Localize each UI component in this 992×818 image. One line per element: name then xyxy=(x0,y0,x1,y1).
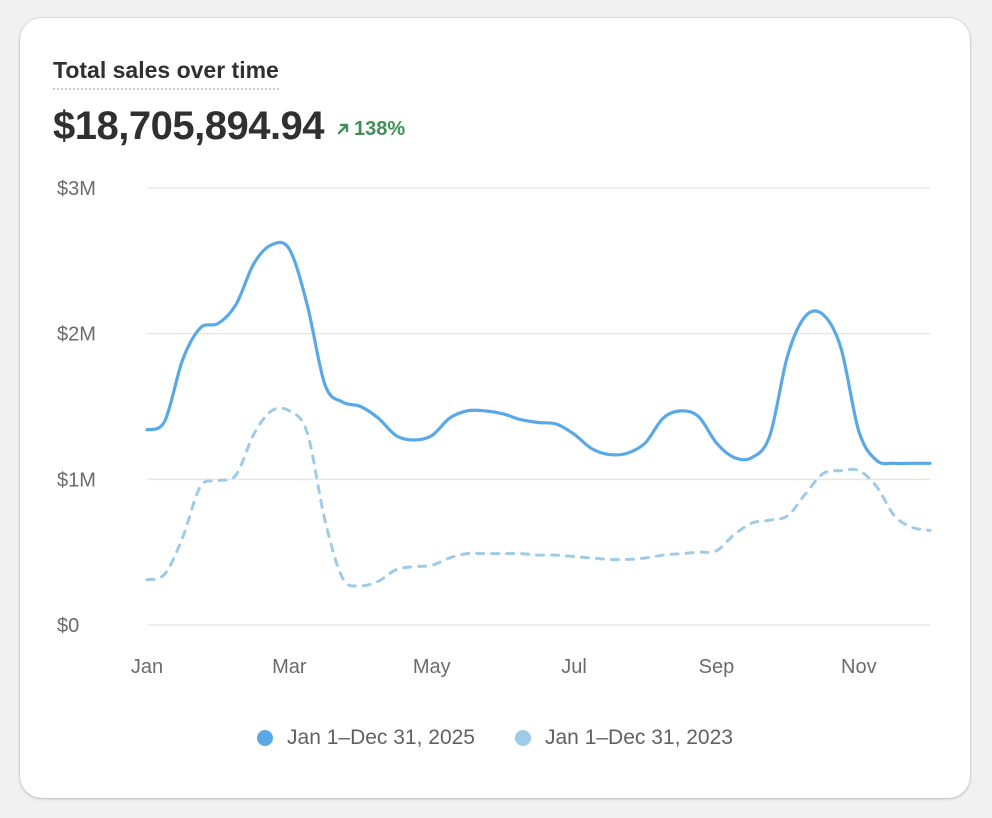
y-tick-label-2: $1M xyxy=(57,469,96,491)
card-title[interactable]: Total sales over time xyxy=(53,56,279,90)
y-tick-label-0: $3M xyxy=(57,178,96,200)
total-row: $18,705,894.94 138% xyxy=(53,102,405,150)
y-tick-label-1: $2M xyxy=(57,324,96,346)
series-line-2025[interactable] xyxy=(145,240,932,466)
series-line-2023[interactable] xyxy=(145,406,932,588)
legend-dot-previous-icon xyxy=(515,730,531,746)
change-percent: 138% xyxy=(354,117,406,140)
x-axis-labels: Jan Mar May Jul Sep Nov xyxy=(131,656,877,678)
y-tick-label-3: $0 xyxy=(57,615,79,637)
series-lines xyxy=(145,240,932,588)
legend-item-current[interactable]: Jan 1–Dec 31, 2025 xyxy=(257,726,475,750)
sales-line-chart[interactable]: $3M $2M $1M $0 Jan Mar May Jul Sep Nov xyxy=(20,18,970,798)
change-badge: 138% xyxy=(336,118,405,141)
legend-item-previous[interactable]: Jan 1–Dec 31, 2023 xyxy=(515,726,733,750)
x-tick-label-may: May xyxy=(413,656,451,678)
arrow-up-right-icon xyxy=(337,123,349,135)
chart-legend: Jan 1–Dec 31, 2025 Jan 1–Dec 31, 2023 xyxy=(20,726,970,750)
x-tick-label-mar: Mar xyxy=(272,656,307,678)
legend-label-current: Jan 1–Dec 31, 2025 xyxy=(287,726,475,749)
sales-card: Total sales over time $18,705,894.94 138… xyxy=(20,18,970,798)
x-tick-label-jan: Jan xyxy=(131,656,163,678)
y-axis-labels: $3M $2M $1M $0 xyxy=(57,178,96,637)
legend-dot-current-icon xyxy=(257,730,274,746)
x-tick-label-nov: Nov xyxy=(841,656,877,678)
x-tick-label-jul: Jul xyxy=(561,656,587,678)
legend-label-previous: Jan 1–Dec 31, 2023 xyxy=(545,726,733,749)
x-tick-label-sep: Sep xyxy=(699,656,735,678)
grid-lines xyxy=(147,187,930,626)
total-sales-value: $18,705,894.94 xyxy=(53,104,325,148)
